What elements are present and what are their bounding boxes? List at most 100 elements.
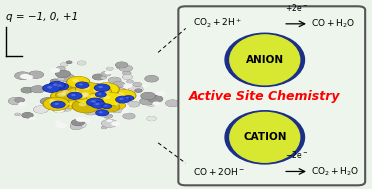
- Circle shape: [110, 101, 126, 109]
- Circle shape: [44, 97, 64, 107]
- Circle shape: [135, 89, 142, 92]
- Ellipse shape: [230, 35, 300, 85]
- Circle shape: [148, 103, 155, 107]
- Circle shape: [68, 92, 82, 99]
- Circle shape: [79, 86, 84, 89]
- Circle shape: [50, 68, 60, 73]
- Circle shape: [96, 92, 124, 106]
- Circle shape: [116, 64, 126, 69]
- Circle shape: [67, 83, 75, 87]
- Circle shape: [112, 81, 125, 88]
- Circle shape: [70, 97, 81, 103]
- Circle shape: [95, 92, 108, 98]
- Circle shape: [62, 107, 71, 111]
- Circle shape: [69, 96, 86, 105]
- Circle shape: [122, 74, 133, 80]
- Circle shape: [94, 84, 110, 91]
- Circle shape: [96, 110, 108, 116]
- Circle shape: [152, 101, 160, 106]
- Circle shape: [53, 82, 69, 91]
- Circle shape: [97, 105, 112, 113]
- Circle shape: [102, 97, 110, 101]
- Circle shape: [56, 90, 77, 100]
- Circle shape: [55, 70, 70, 78]
- Circle shape: [21, 87, 33, 93]
- Circle shape: [64, 101, 80, 109]
- Circle shape: [74, 88, 103, 103]
- Circle shape: [52, 106, 66, 113]
- Circle shape: [123, 95, 134, 101]
- Circle shape: [50, 79, 60, 84]
- Circle shape: [63, 107, 71, 111]
- Circle shape: [103, 114, 113, 119]
- Text: Active Site Chemistry: Active Site Chemistry: [189, 90, 340, 103]
- Circle shape: [56, 66, 65, 71]
- Circle shape: [79, 84, 83, 85]
- Circle shape: [87, 110, 97, 115]
- Circle shape: [121, 101, 126, 104]
- Circle shape: [15, 98, 25, 102]
- Circle shape: [111, 107, 122, 113]
- Circle shape: [71, 119, 85, 126]
- Circle shape: [70, 121, 86, 129]
- Circle shape: [128, 101, 140, 107]
- Circle shape: [105, 87, 122, 95]
- Circle shape: [28, 71, 44, 78]
- Text: $\mathrm{CO_2 + 2H^+}$: $\mathrm{CO_2 + 2H^+}$: [193, 17, 242, 30]
- Circle shape: [22, 112, 33, 118]
- Circle shape: [15, 113, 21, 116]
- Circle shape: [54, 94, 67, 101]
- Circle shape: [31, 86, 45, 93]
- Text: CATION: CATION: [243, 132, 286, 142]
- Circle shape: [101, 126, 107, 129]
- Circle shape: [86, 106, 97, 112]
- Circle shape: [95, 103, 99, 105]
- Circle shape: [55, 102, 62, 106]
- Circle shape: [54, 102, 67, 109]
- Circle shape: [106, 87, 121, 95]
- Circle shape: [54, 102, 66, 109]
- Circle shape: [29, 117, 36, 121]
- Circle shape: [103, 89, 116, 95]
- Circle shape: [70, 97, 81, 103]
- Circle shape: [96, 111, 108, 117]
- Circle shape: [90, 95, 94, 98]
- Circle shape: [122, 110, 129, 113]
- Circle shape: [76, 82, 89, 88]
- Circle shape: [112, 81, 125, 88]
- Circle shape: [103, 89, 117, 95]
- Circle shape: [122, 113, 135, 119]
- Text: $\mathrm{+2e^-}$: $\mathrm{+2e^-}$: [285, 2, 308, 13]
- Circle shape: [104, 91, 110, 94]
- Circle shape: [100, 102, 119, 112]
- Circle shape: [64, 101, 80, 109]
- Circle shape: [99, 81, 109, 86]
- Circle shape: [76, 83, 103, 96]
- Circle shape: [71, 99, 100, 113]
- Circle shape: [51, 101, 65, 108]
- Circle shape: [75, 82, 89, 89]
- Circle shape: [77, 92, 97, 102]
- Circle shape: [93, 83, 119, 96]
- Circle shape: [78, 102, 85, 106]
- Circle shape: [115, 62, 128, 68]
- Circle shape: [123, 113, 135, 119]
- Ellipse shape: [225, 33, 305, 86]
- Circle shape: [86, 106, 97, 112]
- Circle shape: [77, 102, 86, 106]
- Circle shape: [134, 89, 142, 93]
- Circle shape: [68, 84, 82, 91]
- Circle shape: [106, 67, 113, 70]
- Circle shape: [122, 71, 131, 75]
- Circle shape: [71, 89, 83, 95]
- Circle shape: [148, 95, 163, 103]
- Circle shape: [54, 94, 67, 101]
- Circle shape: [99, 88, 106, 91]
- Circle shape: [119, 98, 124, 100]
- Circle shape: [24, 75, 33, 79]
- Circle shape: [119, 65, 132, 72]
- Circle shape: [123, 95, 134, 101]
- Circle shape: [112, 85, 118, 88]
- Circle shape: [81, 92, 89, 96]
- Circle shape: [71, 89, 83, 95]
